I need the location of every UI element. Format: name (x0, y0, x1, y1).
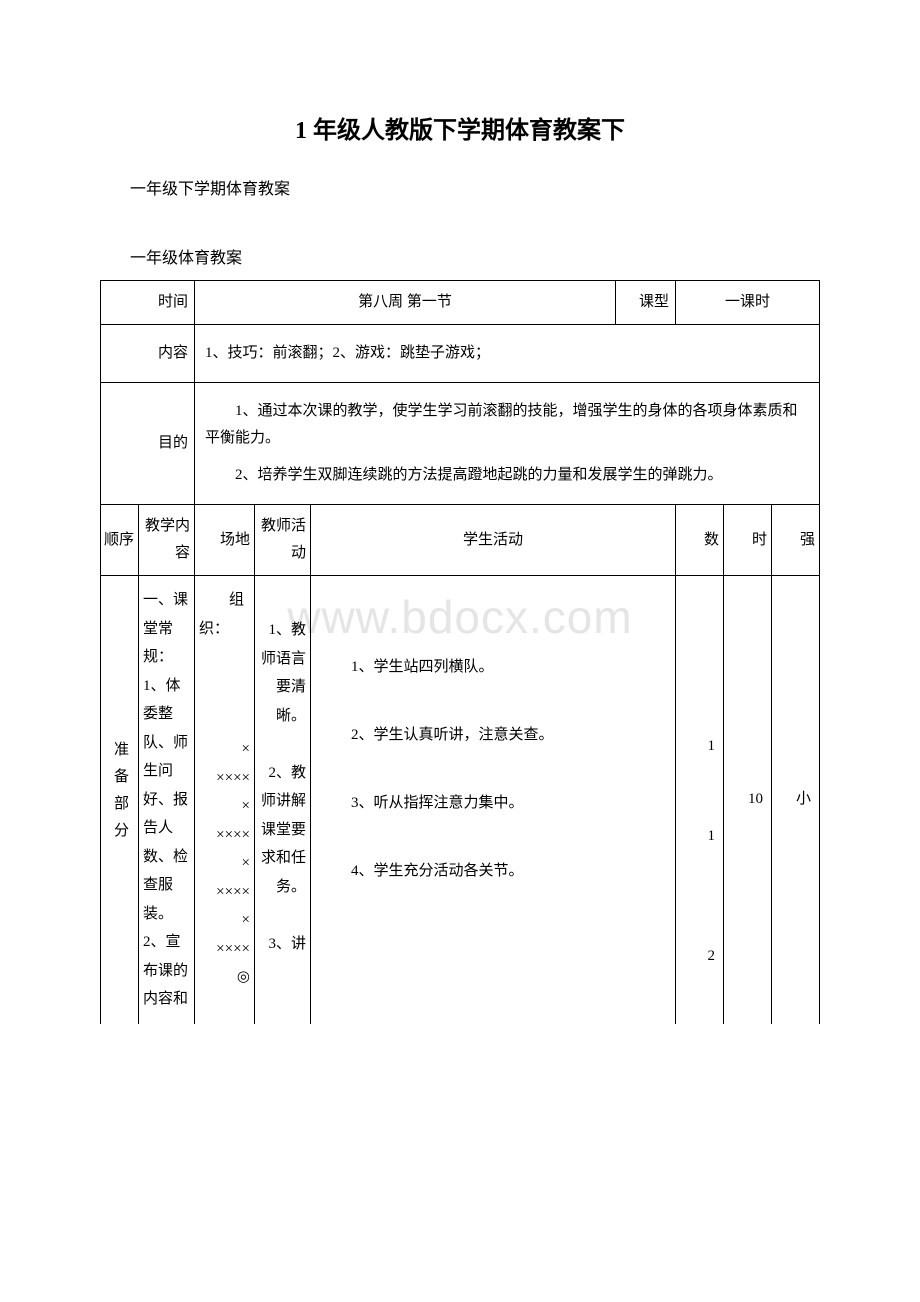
subtitle-1: 一年级下学期体育教案 (130, 175, 820, 199)
venue-formation: × ×××× × ×××× × ×××× × ×××× ◎ (199, 735, 250, 992)
body-teacher-act: 1、教师语言要清晰。 2、教师讲解课堂要求和任务。 3、讲 (255, 576, 311, 1024)
body-count: 1 1 2 (676, 576, 724, 1024)
hdr-teacher-act: 教师活动 (255, 505, 311, 576)
lesson-table: 时间 第八周 第一节 课型 一课时 内容 1、技巧：前滚翻；2、游戏：跳垫子游戏… (100, 280, 820, 1024)
student-act-1: 1、学生站四列横队。 (321, 651, 665, 684)
hdr-count: 数 (676, 505, 724, 576)
content-label: 内容 (101, 325, 195, 383)
content-value: 1、技巧：前滚翻；2、游戏：跳垫子游戏； (195, 325, 820, 383)
table-row: 顺序 教学内容 场地 教师活动 学生活动 数 时 强 (101, 505, 820, 576)
subtitle-2: 一年级体育教案 (130, 244, 820, 268)
purpose-line-1: 1、通过本次课的教学，使学生学习前滚翻的技能，增强学生的身体的各项身体素质和平衡… (205, 398, 809, 452)
hdr-student-act: 学生活动 (311, 505, 676, 576)
table-row: 准备部分 一、课堂常规： 1、体委整队、师生问好、报告人数、检查服装。 2、宣布… (101, 576, 820, 1024)
time-label: 时间 (101, 281, 195, 325)
hdr-venue: 场地 (195, 505, 255, 576)
hdr-time: 时 (724, 505, 772, 576)
type-value: 一课时 (676, 281, 820, 325)
purpose-label: 目的 (101, 383, 195, 505)
time-value: 第八周 第一节 (195, 281, 616, 325)
body-teach-content: 一、课堂常规： 1、体委整队、师生问好、报告人数、检查服装。 2、宣布课的内容和 (139, 576, 195, 1024)
body-intensity: 小 (772, 576, 820, 1024)
table-row: 内容 1、技巧：前滚翻；2、游戏：跳垫子游戏； (101, 325, 820, 383)
hdr-intensity: 强 (772, 505, 820, 576)
body-venue: 组织： × ×××× × ×××× × ×××× × ×××× ◎ (195, 576, 255, 1024)
type-label: 课型 (616, 281, 676, 325)
table-row: 目的 1、通过本次课的教学，使学生学习前滚翻的技能，增强学生的身体的各项身体素质… (101, 383, 820, 505)
hdr-teach-content: 教学内容 (139, 505, 195, 576)
venue-top: 组织： (199, 586, 250, 643)
student-act-4: 4、学生充分活动各关节。 (321, 855, 665, 888)
section-text: 准备部分 (106, 741, 133, 849)
page-title: 1 年级人教版下学期体育教案下 (100, 110, 820, 145)
purpose-value: 1、通过本次课的教学，使学生学习前滚翻的技能，增强学生的身体的各项身体素质和平衡… (195, 383, 820, 505)
body-time: 10 (724, 576, 772, 1024)
table-row: 时间 第八周 第一节 课型 一课时 (101, 281, 820, 325)
purpose-line-2: 2、培养学生双脚连续跳的方法提高蹬地起跳的力量和发展学生的弹跳力。 (205, 462, 809, 489)
body-student-act: 1、学生站四列横队。 2、学生认真听讲，注意关查。 3、听从指挥注意力集中。 4… (311, 576, 676, 1024)
hdr-seq: 顺序 (101, 505, 139, 576)
section-label: 准备部分 (101, 576, 139, 1024)
student-act-2: 2、学生认真听讲，注意关查。 (321, 719, 665, 752)
student-act-3: 3、听从指挥注意力集中。 (321, 787, 665, 820)
